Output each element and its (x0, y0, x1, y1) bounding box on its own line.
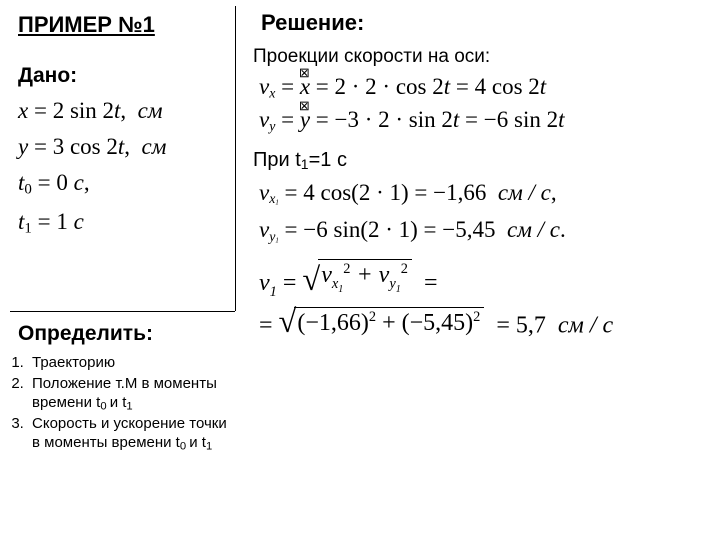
given-heading: Дано: (18, 64, 225, 88)
projections-heading: Проекции скорости на оси: (253, 46, 706, 68)
page-root: ПРИМЕР №1 Дано: x = 2 sin 2t, см y = 3 c… (0, 0, 720, 540)
at-t1: При t1=1 с (253, 149, 706, 172)
eq-vy1: vy1 = −6 sin(2 · 1) = −5,45 см / с. (259, 217, 706, 244)
eq-v1-line2: = √ (−1,66)2 + (−5,45)2 = 5,7 см / с (259, 307, 706, 339)
list-item: Положение т.М в моменты времени t0 и t1 (28, 375, 228, 413)
solution-heading: Решение: (261, 10, 706, 36)
left-column: ПРИМЕР №1 Дано: x = 2 sin 2t, см y = 3 c… (0, 0, 235, 540)
eq-t1: t1 = 1 c (18, 209, 225, 238)
determine-heading: Определить: (18, 322, 228, 346)
determine-list: Траекторию Положение т.М в моменты време… (18, 354, 228, 453)
eq-v1-line1: v1 = √ vx12 + vy12 = (259, 259, 706, 301)
vertical-divider (235, 6, 236, 311)
list-item: Скорость и ускорение точки в моменты вре… (28, 415, 228, 453)
eq-x: x = 2 sin 2t, см (18, 98, 225, 124)
right-column: Решение: Проекции скорости на оси: vx = … (235, 0, 720, 540)
eq-vy: vy = y⊠ = −3 · 2 · sin 2t = −6 sin 2t (259, 107, 706, 134)
example-title: ПРИМЕР №1 (18, 12, 225, 38)
determine-block: Определить: Траекторию Положение т.М в м… (18, 322, 228, 455)
eq-t0: t0 = 0 c, (18, 170, 225, 199)
eq-vx1: vx1 = 4 cos(2 · 1) = −1,66 см / с, (259, 180, 706, 207)
eq-y: y = 3 cos 2t, см (18, 134, 225, 160)
eq-vx: vx = x⊠ = 2 · 2 · cos 2t = 4 cos 2t (259, 74, 706, 101)
list-item: Траекторию (28, 354, 228, 373)
